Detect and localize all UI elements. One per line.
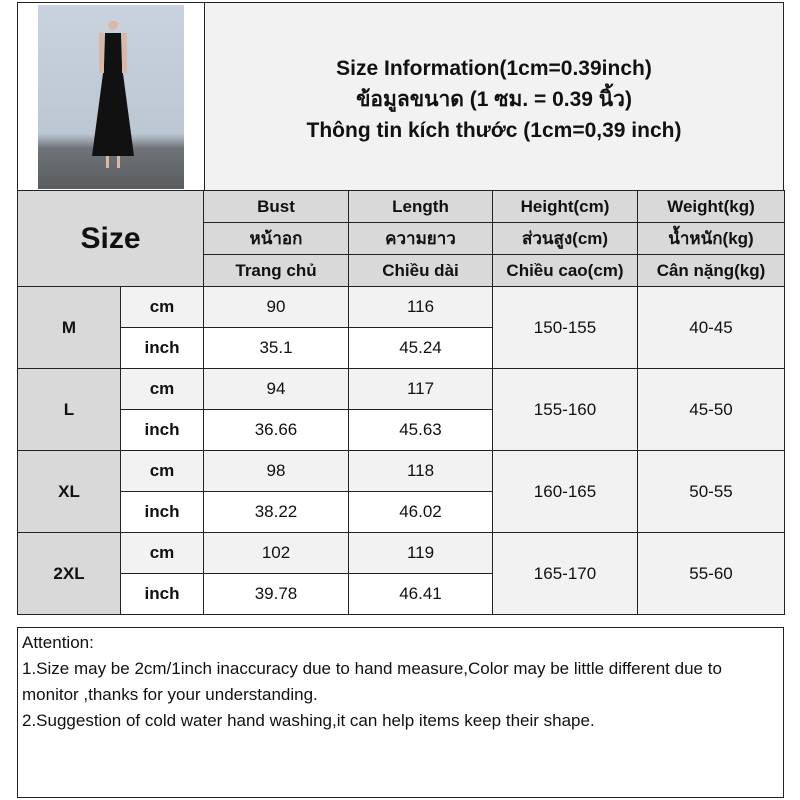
size-chart-table: Size Bust Length Height(cm) Weight(kg) ห… (17, 190, 785, 615)
title-english: Size Information(1cm=0.39inch) (336, 57, 652, 80)
note-1: 1.Size may be 2cm/1inch inaccuracy due t… (22, 659, 722, 704)
size-info-title: Size Information(1cm=0.39inch) ข้อมูลขนา… (205, 3, 783, 190)
header-row-vietnamese: Trang chủ Chiều dài Chiều cao(cm) Cân nặ… (18, 254, 785, 287)
table-row-inch: inch 39.78 46.41 (18, 573, 785, 615)
bust-cm: 98 (203, 450, 349, 492)
header-height: Height(cm) (492, 190, 638, 223)
length-cm: 116 (348, 286, 493, 328)
bust-cm: 94 (203, 368, 349, 410)
height-range: 160-165 (492, 450, 638, 533)
note-heading: Attention: (22, 633, 94, 652)
weight-range: 40-45 (637, 286, 785, 369)
weight-range: 50-55 (637, 450, 785, 533)
header-length: Length (348, 190, 493, 223)
unit-inch: inch (120, 491, 204, 533)
length-inch: 46.02 (348, 491, 493, 533)
black-dress-image (92, 21, 134, 168)
bust-inch: 38.22 (203, 491, 349, 533)
table-row-cm: L cm 94 117 155-160 45-50 (17, 368, 785, 451)
size-name: L (17, 368, 121, 451)
table-row-inch: inch 35.1 45.24 (18, 327, 785, 369)
product-photo-cell (18, 3, 205, 190)
header-weight-vi: Cân nặng(kg) (637, 254, 785, 287)
header-length-thai: ความยาว (348, 222, 493, 255)
height-range: 155-160 (492, 368, 638, 451)
title-vietnamese: Thông tin kích thước (1cm=0,39 inch) (306, 119, 682, 142)
unit-cm: cm (120, 368, 204, 410)
header-height-thai: ส่วนสูง(cm) (492, 222, 638, 255)
header-length-vi: Chiều dài (348, 254, 493, 287)
height-range: 165-170 (492, 532, 638, 615)
title-thai: ข้อมูลขนาด (1 ซม. = 0.39 นิ้ว) (356, 88, 632, 111)
size-name: 2XL (17, 532, 121, 615)
unit-cm: cm (120, 286, 204, 328)
header-weight: Weight(kg) (637, 190, 785, 223)
product-photo (38, 5, 184, 189)
weight-range: 55-60 (637, 532, 785, 615)
weight-range: 45-50 (637, 368, 785, 451)
length-cm: 119 (348, 532, 493, 574)
bust-inch: 39.78 (203, 573, 349, 615)
note-2: 2.Suggestion of cold water hand washing,… (22, 711, 595, 730)
header-bust-thai: หน้าอก (203, 222, 349, 255)
bust-cm: 102 (203, 532, 349, 574)
size-name: M (17, 286, 121, 369)
header-height-vi: Chiều cao(cm) (492, 254, 638, 287)
header-bust-vi: Trang chủ (203, 254, 349, 287)
length-inch: 46.41 (348, 573, 493, 615)
header-row-english: Size Bust Length Height(cm) Weight(kg) (17, 190, 785, 287)
attention-notes: Attention: 1.Size may be 2cm/1inch inacc… (17, 627, 784, 798)
height-range: 150-155 (492, 286, 638, 369)
bust-cm: 90 (203, 286, 349, 328)
table-row-cm: M cm 90 116 150-155 40-45 (17, 286, 785, 369)
table-row-inch: inch 36.66 45.63 (18, 409, 785, 451)
header-section: Size Information(1cm=0.39inch) ข้อมูลขนา… (17, 2, 784, 190)
length-cm: 117 (348, 368, 493, 410)
unit-inch: inch (120, 573, 204, 615)
header-weight-thai: น้ำหนัก(kg) (637, 222, 785, 255)
length-inch: 45.24 (348, 327, 493, 369)
table-row-cm: XL cm 98 118 160-165 50-55 (17, 450, 785, 533)
length-inch: 45.63 (348, 409, 493, 451)
unit-cm: cm (120, 532, 204, 574)
header-bust: Bust (203, 190, 349, 223)
header-row-thai: หน้าอก ความยาว ส่วนสูง(cm) น้ำหนัก(kg) (18, 222, 785, 255)
bust-inch: 36.66 (203, 409, 349, 451)
length-cm: 118 (348, 450, 493, 492)
unit-cm: cm (120, 450, 204, 492)
unit-inch: inch (120, 327, 204, 369)
unit-inch: inch (120, 409, 204, 451)
size-name: XL (17, 450, 121, 533)
table-row-cm: 2XL cm 102 119 165-170 55-60 (17, 532, 785, 615)
size-header: Size (17, 190, 204, 287)
bust-inch: 35.1 (203, 327, 349, 369)
table-row-inch: inch 38.22 46.02 (18, 491, 785, 533)
